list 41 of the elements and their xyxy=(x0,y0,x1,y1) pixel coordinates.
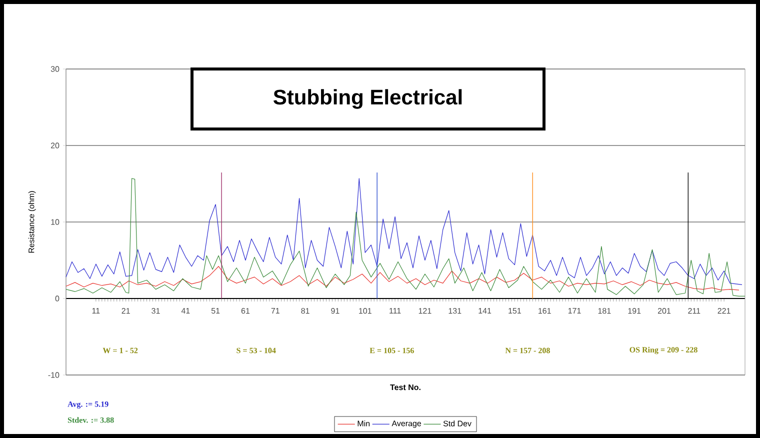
legend-label: Std Dev xyxy=(443,420,472,426)
x-tick-label: 141 xyxy=(478,308,492,314)
x-tick-label: 51 xyxy=(211,308,220,314)
legend-label: Min xyxy=(358,420,370,426)
x-tick-label: 81 xyxy=(301,308,310,314)
annotation: S = 53 - 104 xyxy=(236,348,276,354)
x-tick-label: 201 xyxy=(658,308,671,314)
y-tick-label: 30 xyxy=(50,66,60,72)
x-tick-label: 91 xyxy=(331,308,340,314)
x-tick-label: 171 xyxy=(568,308,581,314)
x-tick-label: 11 xyxy=(92,308,100,314)
y-tick-label: 10 xyxy=(51,219,60,225)
x-tick-label: 61 xyxy=(241,308,250,314)
x-tick-label: 191 xyxy=(628,308,641,314)
y-axis-title: Resistance (ohm) xyxy=(28,191,36,253)
annotation: W = 1 - 52 xyxy=(102,348,138,354)
x-tick-label: 151 xyxy=(508,308,521,314)
x-tick-label: 71 xyxy=(271,308,280,314)
legend-label: Average xyxy=(392,420,422,428)
text: Stubbing Electrical xyxy=(274,89,462,109)
x-tick-label: 211 xyxy=(688,308,700,314)
y-tick-label: -10 xyxy=(48,372,60,378)
x-tick-label: 111 xyxy=(390,308,401,314)
x-tick-label: 21 xyxy=(122,308,130,314)
line-series xyxy=(66,266,740,290)
x-tick-label: 161 xyxy=(538,308,551,314)
x-tick-label: 181 xyxy=(598,308,611,314)
x-tick-label: 121 xyxy=(418,308,432,314)
annotation: N = 157 - 208 xyxy=(505,348,550,354)
y-tick-label: 20 xyxy=(50,142,60,148)
text: Stdev. := 3.88 xyxy=(68,417,114,423)
x-tick-label: 131 xyxy=(448,308,462,314)
x-tick-label: 221 xyxy=(718,308,730,314)
annotation: OS Ring = 209 - 228 xyxy=(630,346,698,354)
x-tick-label: 101 xyxy=(359,308,372,314)
annotation: E = 105 - 156 xyxy=(370,348,414,354)
x-tick-label: 31 xyxy=(152,308,160,314)
x-tick-label: 41 xyxy=(181,308,190,314)
text: Avg. := 5.19 xyxy=(68,401,108,409)
x-axis-title: Test No. xyxy=(390,384,420,390)
y-tick-label: 0 xyxy=(55,296,60,302)
